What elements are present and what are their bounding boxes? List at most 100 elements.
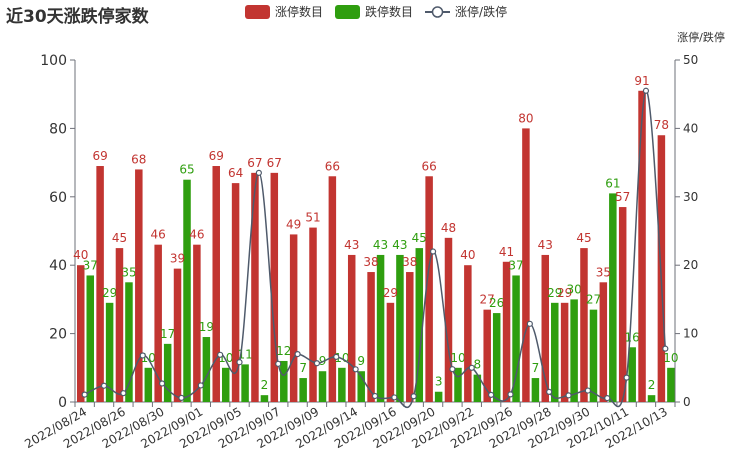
limit-up-value-label: 68 xyxy=(131,152,146,166)
limit-down-bar xyxy=(144,367,153,402)
y-left-tick-label: 80 xyxy=(49,121,67,137)
limit-down-value-label: 37 xyxy=(83,258,98,272)
ratio-point xyxy=(410,393,417,400)
ratio-point xyxy=(333,353,340,360)
limit-down-value-label: 30 xyxy=(566,282,581,296)
ratio-point xyxy=(139,352,146,359)
ratio-point xyxy=(255,169,262,176)
limit-down-value-label: 37 xyxy=(508,258,523,272)
limit-up-bar xyxy=(638,90,646,402)
limit-down-value-label: 7 xyxy=(299,361,307,375)
y-right-tick-label: 30 xyxy=(683,190,698,204)
limit-up-value-label: 67 xyxy=(267,156,282,170)
ratio-point xyxy=(604,395,611,402)
limit-up-bar xyxy=(483,309,491,402)
limit-down-bar xyxy=(338,367,346,402)
limit-down-bar xyxy=(396,254,404,402)
limit-up-value-label: 27 xyxy=(480,293,495,307)
limit-down-bar xyxy=(125,282,133,402)
limit-down-value-label: 35 xyxy=(121,265,136,279)
limit-up-bar xyxy=(367,272,375,402)
ratio-point xyxy=(275,360,282,367)
limit-down-bar xyxy=(531,378,540,402)
ratio-point xyxy=(642,87,650,94)
y-right-tick-label: 10 xyxy=(683,327,698,341)
limit-up-value-label: 78 xyxy=(654,118,669,132)
limit-up-value-label: 80 xyxy=(518,111,533,125)
limit-up-bar xyxy=(77,265,85,402)
legend-item-ratio[interactable]: 涨停/跌停 xyxy=(425,3,507,20)
limit-up-value-label: 43 xyxy=(538,238,553,252)
limit-down-value-label: 17 xyxy=(160,327,175,341)
limit-down-bar xyxy=(415,248,424,402)
limit-up-value-label: 29 xyxy=(383,286,398,300)
y-right-axis-title: 涨停/跌停 xyxy=(677,30,725,44)
limit-down-value-label: 7 xyxy=(532,361,540,375)
ratio-point xyxy=(449,366,456,373)
limit-down-value-label: 45 xyxy=(412,231,427,245)
ratio-point xyxy=(526,320,533,327)
limit-up-bar xyxy=(193,244,201,402)
legend-item-limit-down[interactable]: 跌停数目 xyxy=(335,3,413,20)
limit-up-bar xyxy=(444,237,453,402)
limit-up-bar xyxy=(251,172,259,402)
legend-label-ratio: 涨停/跌停 xyxy=(455,5,508,19)
limit-up-bar xyxy=(231,183,240,402)
ratio-point xyxy=(120,390,127,397)
limit-up-value-label: 66 xyxy=(325,159,340,173)
limit-up-value-label: 45 xyxy=(112,231,127,245)
limit-down-bar xyxy=(376,254,385,402)
y-left-tick-label: 40 xyxy=(49,258,67,274)
limit-down-bar xyxy=(492,313,501,402)
limit-up-bar xyxy=(522,128,530,402)
limit-down-bar xyxy=(434,391,443,402)
limit-up-bar xyxy=(135,169,143,402)
legend-item-limit-up[interactable]: 涨停数目 xyxy=(245,3,323,20)
limit-down-value-label: 9 xyxy=(357,354,365,368)
ratio-point xyxy=(584,387,592,394)
limit-up-value-label: 46 xyxy=(189,228,204,242)
limit-up-bar xyxy=(560,302,569,402)
limit-up-bar xyxy=(386,302,395,402)
limit-up-bar xyxy=(347,254,356,402)
ratio-point xyxy=(294,351,301,358)
limit-up-value-label: 40 xyxy=(73,248,88,262)
limit-up-value-label: 57 xyxy=(615,190,630,204)
legend: 涨停数目 跌停数目 涨停/跌停 xyxy=(245,3,519,20)
limit-up-value-label: 67 xyxy=(247,156,262,170)
limit-up-bar xyxy=(502,261,511,402)
limit-down-value-label: 61 xyxy=(605,176,620,190)
limit-up-value-label: 46 xyxy=(151,228,166,242)
limit-down-bar xyxy=(512,275,520,402)
limit-down-bar xyxy=(202,337,211,402)
ratio-point xyxy=(236,359,243,366)
limit-down-bar xyxy=(473,374,482,402)
y-right-tick-label: 0 xyxy=(683,395,691,409)
limit-up-value-label: 51 xyxy=(305,211,320,225)
legend-label-limit-up: 涨停数目 xyxy=(275,5,324,19)
limit-up-value-label: 45 xyxy=(576,231,591,245)
limit-up-bar xyxy=(406,272,414,402)
ratio-point xyxy=(507,391,514,398)
ratio-point xyxy=(81,391,88,398)
limit-down-value-label: 12 xyxy=(276,344,291,358)
limit-down-bar xyxy=(163,343,172,402)
limit-up-bar xyxy=(328,176,337,402)
limit-down-bar xyxy=(299,378,307,402)
limit-up-value-label: 43 xyxy=(344,238,359,252)
limit-down-bar xyxy=(647,395,656,402)
limit-down-bar xyxy=(667,367,675,402)
limit-up-value-label: 48 xyxy=(441,221,456,235)
ratio-point xyxy=(352,366,359,373)
limit-down-value-label: 16 xyxy=(625,330,640,344)
limit-down-value-label: 29 xyxy=(102,286,117,300)
limit-down-value-label: 2 xyxy=(648,378,656,392)
limit-up-bar xyxy=(115,248,124,402)
limit-up-value-label: 41 xyxy=(499,245,514,259)
ratio-point xyxy=(429,248,437,255)
limit-down-value-label: 43 xyxy=(373,238,388,252)
limit-down-bar xyxy=(241,364,249,402)
ratio-point xyxy=(217,351,224,358)
limit-up-bar xyxy=(599,282,608,402)
